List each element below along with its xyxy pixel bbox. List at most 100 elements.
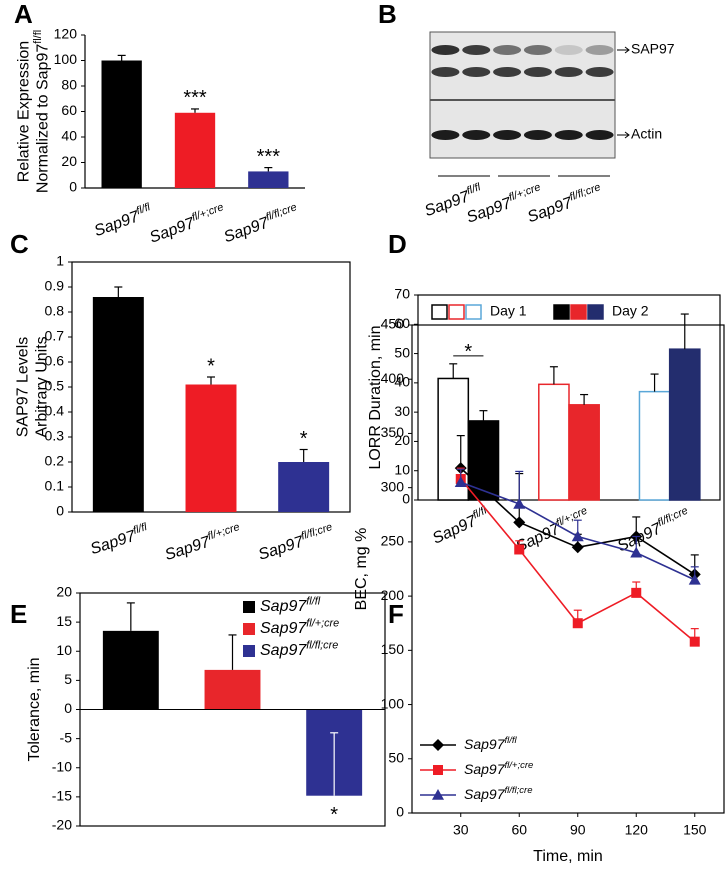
y-tick-label: 20 bbox=[61, 153, 77, 169]
y-tick-label: 10 bbox=[394, 461, 410, 477]
plot-frame bbox=[411, 324, 725, 814]
bar bbox=[278, 462, 330, 512]
blot-band bbox=[493, 67, 522, 77]
y-tick-label: 100 bbox=[54, 51, 78, 67]
legend-marker bbox=[432, 789, 444, 800]
y-tick-label: -20 bbox=[52, 817, 72, 833]
bar bbox=[92, 297, 144, 512]
y-axis-label: Normalized to Sap97fl/fl bbox=[32, 30, 52, 193]
blot-band bbox=[554, 130, 583, 140]
legend-marker bbox=[432, 739, 444, 751]
y-tick-label: 0.1 bbox=[45, 478, 65, 494]
significance: *** bbox=[183, 87, 207, 109]
y-tick-label: 0 bbox=[69, 179, 77, 195]
y-axis-label: LORR Duration, min bbox=[367, 325, 384, 469]
legend-swatch bbox=[448, 304, 465, 320]
legend-label: Sap97fl/+;cre bbox=[464, 760, 533, 777]
legend-swatch bbox=[553, 304, 570, 320]
y-tick-label: 1 bbox=[56, 253, 64, 269]
y-tick-label: 30 bbox=[394, 403, 410, 419]
blot-band bbox=[554, 45, 583, 55]
y-tick-label: 0.4 bbox=[45, 403, 65, 419]
y-tick-label: 400 bbox=[381, 370, 405, 386]
y-tick-label: -10 bbox=[52, 758, 72, 774]
x-tick-label: 90 bbox=[570, 822, 586, 838]
y-tick-label: 50 bbox=[388, 749, 404, 765]
y-tick-label: 450 bbox=[381, 316, 405, 332]
y-tick-label: 0.7 bbox=[45, 328, 65, 344]
blot-band bbox=[523, 45, 552, 55]
marker bbox=[572, 618, 583, 629]
y-tick-label: 0 bbox=[402, 491, 410, 507]
y-axis-label: SAP97 Levels bbox=[15, 337, 32, 438]
y-tick-label: 60 bbox=[394, 315, 410, 331]
legend-label: Day 2 bbox=[612, 303, 649, 319]
legend-swatch bbox=[570, 304, 587, 320]
blot-band bbox=[431, 67, 460, 77]
significance: * bbox=[207, 355, 215, 377]
panel-letter: C bbox=[10, 229, 29, 259]
panel-letter: E bbox=[10, 599, 27, 629]
blot-band bbox=[523, 130, 552, 140]
legend-label: Sap97fl/fl bbox=[260, 595, 321, 615]
marker bbox=[571, 530, 584, 542]
blot-band bbox=[431, 130, 460, 140]
band-label: Actin bbox=[631, 126, 662, 142]
blot-band bbox=[585, 67, 614, 77]
bar bbox=[101, 60, 142, 188]
x-tick-label: 150 bbox=[683, 822, 707, 838]
y-tick-label: 300 bbox=[381, 478, 405, 494]
bar bbox=[538, 383, 570, 501]
blot-band bbox=[462, 130, 491, 140]
marker bbox=[513, 497, 526, 509]
bar bbox=[668, 348, 701, 501]
significance: *** bbox=[257, 146, 281, 168]
y-tick-label: 20 bbox=[394, 432, 410, 448]
legend-swatch bbox=[587, 304, 604, 320]
blot-band bbox=[493, 130, 522, 140]
legend-label: Sap97fl/fl;cre bbox=[464, 785, 533, 802]
blot-band bbox=[585, 130, 614, 140]
bar bbox=[102, 630, 159, 710]
panel-letter: B bbox=[378, 0, 397, 29]
marker bbox=[689, 636, 700, 647]
x-axis-label: Time, min bbox=[533, 848, 603, 865]
blot-band bbox=[462, 67, 491, 77]
significance: * bbox=[464, 341, 472, 363]
y-tick-label: 150 bbox=[381, 641, 405, 657]
panel-letter: A bbox=[14, 0, 33, 29]
y-tick-label: 0 bbox=[64, 700, 72, 716]
marker bbox=[571, 541, 584, 554]
x-tick-label: 30 bbox=[453, 822, 469, 838]
band-label: SAP97 bbox=[631, 41, 675, 57]
legend-label: Day 1 bbox=[490, 303, 527, 319]
legend-label: Sap97fl/fl bbox=[464, 735, 518, 752]
legend-swatch bbox=[243, 645, 255, 657]
blot-frame bbox=[429, 31, 616, 159]
marker bbox=[631, 587, 642, 598]
y-tick-label: 0.6 bbox=[45, 353, 65, 369]
bar bbox=[638, 390, 671, 501]
y-tick-label: 200 bbox=[381, 587, 405, 603]
y-tick-label: 50 bbox=[394, 344, 410, 360]
significance: * bbox=[300, 428, 308, 450]
blot-band bbox=[462, 45, 491, 55]
y-tick-label: 0 bbox=[56, 503, 64, 519]
legend-swatch bbox=[243, 601, 255, 613]
legend-marker bbox=[433, 765, 443, 775]
y-tick-label: 100 bbox=[381, 695, 405, 711]
bar bbox=[174, 112, 216, 188]
y-axis-label: Relative Expression bbox=[16, 41, 33, 182]
y-tick-label: 5 bbox=[64, 671, 72, 687]
marker bbox=[514, 544, 525, 555]
y-axis-label: Arbitrary Units bbox=[34, 336, 51, 437]
y-tick-label: -5 bbox=[60, 729, 73, 745]
x-tick-label: 60 bbox=[511, 822, 527, 838]
legend-swatch bbox=[243, 623, 255, 635]
y-tick-label: 40 bbox=[61, 128, 77, 144]
y-tick-label: 20 bbox=[56, 584, 72, 600]
y-tick-label: 120 bbox=[54, 26, 78, 42]
legend-swatch bbox=[465, 304, 482, 320]
band-arrow bbox=[617, 46, 630, 54]
y-axis-label: BEC, mg % bbox=[353, 528, 370, 611]
